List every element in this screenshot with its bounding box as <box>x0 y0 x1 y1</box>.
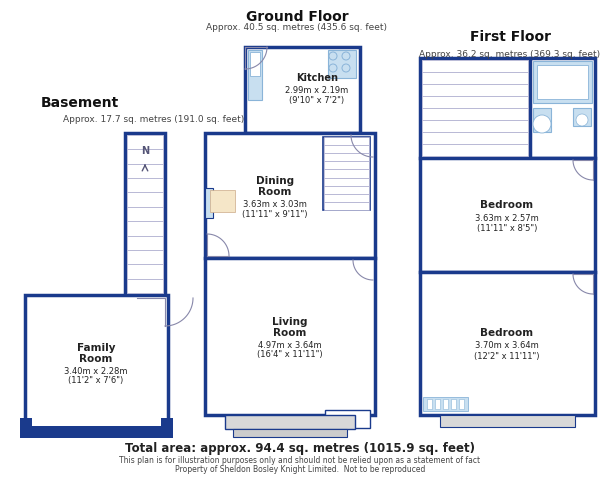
Bar <box>127 135 163 149</box>
Bar <box>422 108 528 120</box>
Bar <box>420 158 595 272</box>
Text: Approx. 17.7 sq. metres (191.0 sq. feet): Approx. 17.7 sq. metres (191.0 sq. feet) <box>63 115 244 124</box>
Text: 3.40m x 2.28m: 3.40m x 2.28m <box>64 366 128 376</box>
Bar <box>427 399 432 409</box>
Bar <box>248 50 262 100</box>
Text: 3.70m x 3.64m: 3.70m x 3.64m <box>475 342 539 351</box>
Bar <box>324 145 369 153</box>
Bar <box>127 192 163 207</box>
Bar <box>573 108 591 126</box>
Bar <box>324 153 369 162</box>
Bar <box>125 133 165 295</box>
Text: (9'10" x 7'2"): (9'10" x 7'2") <box>289 96 344 105</box>
Circle shape <box>533 115 551 133</box>
Text: Bedroom: Bedroom <box>481 328 533 338</box>
Text: N: N <box>141 146 149 156</box>
Bar <box>443 399 448 409</box>
Bar <box>420 272 595 415</box>
Text: This plan is for illustration purposes only and should not be relied upon as a s: This plan is for illustration purposes o… <box>119 456 481 465</box>
Bar <box>205 258 375 415</box>
Text: Ground Floor: Ground Floor <box>245 10 349 24</box>
Text: 2.99m x 2.19m: 2.99m x 2.19m <box>286 85 349 94</box>
Text: (11'11" x 8'5"): (11'11" x 8'5") <box>477 223 537 233</box>
Text: Approx. 36.2 sq. metres (369.3 sq. feet): Approx. 36.2 sq. metres (369.3 sq. feet) <box>419 50 600 59</box>
Bar <box>440 415 575 427</box>
Text: BOSLEY: BOSLEY <box>263 238 331 252</box>
Bar <box>422 84 528 96</box>
Bar <box>422 132 528 144</box>
Text: (11'11" x 9'11"): (11'11" x 9'11") <box>242 210 308 218</box>
Bar <box>25 295 168 430</box>
Bar <box>530 58 595 158</box>
Text: Room: Room <box>259 187 292 197</box>
Bar <box>205 188 213 218</box>
Bar <box>533 108 551 132</box>
Bar <box>422 60 528 72</box>
Bar <box>422 72 528 84</box>
Bar <box>537 65 588 99</box>
Bar <box>233 429 347 437</box>
Bar <box>250 52 260 76</box>
Text: 3.63m x 2.57m: 3.63m x 2.57m <box>475 214 539 222</box>
Text: (11'2" x 7'6"): (11'2" x 7'6") <box>68 377 124 385</box>
Bar <box>127 164 163 178</box>
Bar <box>324 186 369 194</box>
Bar <box>225 415 355 429</box>
Bar <box>245 47 360 133</box>
Text: Total area: approx. 94.4 sq. metres (1015.9 sq. feet): Total area: approx. 94.4 sq. metres (101… <box>125 442 475 455</box>
Bar <box>435 399 440 409</box>
Text: First Floor: First Floor <box>470 30 551 44</box>
Text: Room: Room <box>274 328 307 338</box>
Bar <box>422 144 528 156</box>
Text: Approx. 40.5 sq. metres (435.6 sq. feet): Approx. 40.5 sq. metres (435.6 sq. feet) <box>206 23 388 32</box>
Bar <box>422 120 528 132</box>
Bar <box>127 149 163 164</box>
Bar <box>127 236 163 250</box>
Bar <box>324 137 369 145</box>
Bar <box>161 418 173 438</box>
Bar <box>422 96 528 108</box>
Bar <box>324 194 369 202</box>
Circle shape <box>576 114 588 126</box>
Text: KNIGHT: KNIGHT <box>264 257 330 273</box>
Bar <box>324 162 369 169</box>
Bar <box>205 133 375 258</box>
Bar <box>325 410 370 428</box>
Bar <box>323 137 370 210</box>
Text: 4.97m x 3.64m: 4.97m x 3.64m <box>258 340 322 350</box>
Text: Basement: Basement <box>41 96 119 110</box>
Text: Dining: Dining <box>256 176 294 186</box>
Bar <box>324 169 369 178</box>
Text: (16'4" x 11'11"): (16'4" x 11'11") <box>257 351 323 359</box>
Bar <box>451 399 456 409</box>
Bar <box>420 58 530 158</box>
Bar <box>30 426 163 438</box>
Bar <box>533 61 592 103</box>
Bar <box>423 397 468 411</box>
Bar <box>210 190 235 212</box>
Text: Property of Sheldon Bosley Knight Limited.  Not to be reproduced: Property of Sheldon Bosley Knight Limite… <box>175 465 425 474</box>
Bar <box>127 250 163 264</box>
Text: (12'2" x 11'11"): (12'2" x 11'11") <box>474 352 540 360</box>
Text: Living: Living <box>272 317 308 327</box>
Bar <box>459 399 464 409</box>
Bar <box>127 278 163 293</box>
Bar <box>20 418 32 438</box>
Bar <box>127 221 163 236</box>
Text: SHELDON: SHELDON <box>256 218 338 233</box>
Bar <box>127 178 163 192</box>
Bar <box>127 264 163 278</box>
Bar <box>127 207 163 221</box>
Bar <box>324 178 369 186</box>
Text: Family: Family <box>77 343 115 353</box>
Text: Kitchen: Kitchen <box>296 73 338 83</box>
Bar <box>324 202 369 210</box>
Text: 3.63m x 3.03m: 3.63m x 3.03m <box>243 199 307 209</box>
Text: Room: Room <box>79 354 113 364</box>
Bar <box>328 50 356 78</box>
Text: Bedroom: Bedroom <box>481 200 533 210</box>
